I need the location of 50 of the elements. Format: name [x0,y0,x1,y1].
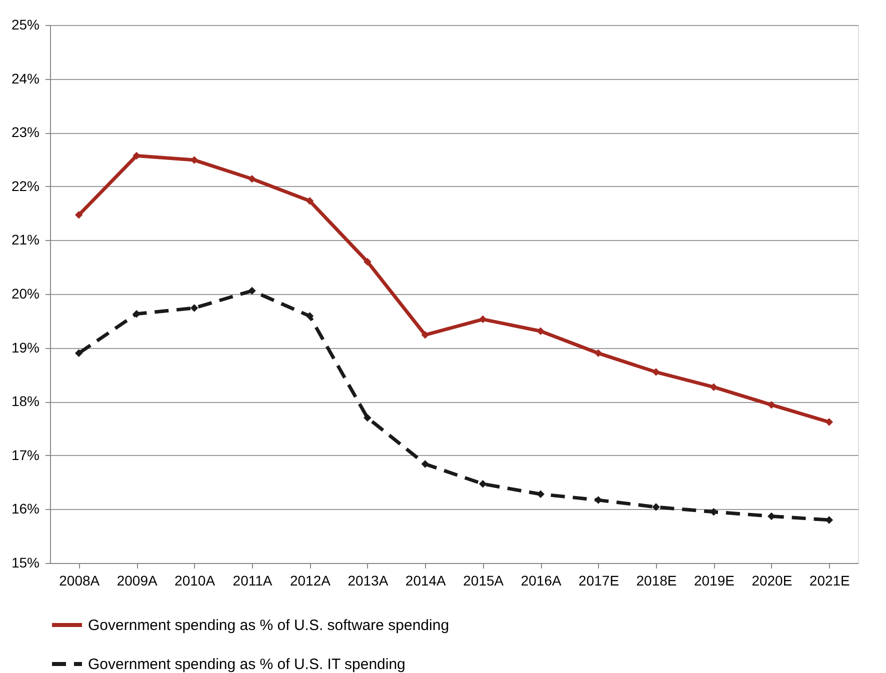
legend-label: Government spending as % of U.S. IT spending [88,656,406,673]
legend-label: Government spending as % of U.S. software spending [88,617,450,634]
point [478,315,487,324]
y-tick-label: 20% [11,286,40,302]
x-tick-label: 2021E [809,572,850,588]
point [768,400,776,409]
point [190,304,198,312]
point [306,197,314,205]
y-tick-label: 17% [11,446,40,463]
x-tick-label: 2017E [578,572,620,588]
point [364,414,372,422]
point [536,490,544,498]
y-tick-label: 24% [11,70,40,86]
x-tick-label: 2011A [232,572,273,588]
x-tick-label: 2019E [694,572,734,588]
point [652,503,660,511]
point [652,368,660,376]
point [825,418,834,426]
point [421,331,430,339]
point [248,174,256,183]
point [594,349,602,358]
y-tick-label: 21% [11,232,40,248]
x-tick-label: 2018E [636,572,677,588]
point [132,152,140,160]
point [74,211,83,219]
x-tick-label: 2008A [59,572,100,588]
point [306,312,314,320]
x-tick-label: 2010A [174,572,216,588]
point [248,286,256,295]
y-tick-label: 25% [11,16,40,32]
x-tick-label: 2014A [405,572,447,588]
point [132,310,140,318]
x-tick-label: 2012A [290,572,332,588]
point [421,460,430,468]
x-tick-label: 2020E [752,572,792,588]
y-tick-label: 15% [11,554,40,570]
point [536,327,544,335]
point [364,258,372,266]
x-tick-label: 2016A [520,572,562,588]
y-tick-label: 16% [11,500,40,517]
y-tick-label: 22% [11,178,40,194]
y-tick-label: 19% [11,339,40,356]
y-tick-label: 23% [11,124,40,140]
x-tick-label: 2013A [348,572,389,588]
point [710,383,718,391]
x-tick-label: 2015A [463,572,504,588]
x-tick-label: 2009A [116,572,158,588]
point [74,349,83,358]
y-tick-label: 18% [11,393,40,410]
point [478,480,487,488]
